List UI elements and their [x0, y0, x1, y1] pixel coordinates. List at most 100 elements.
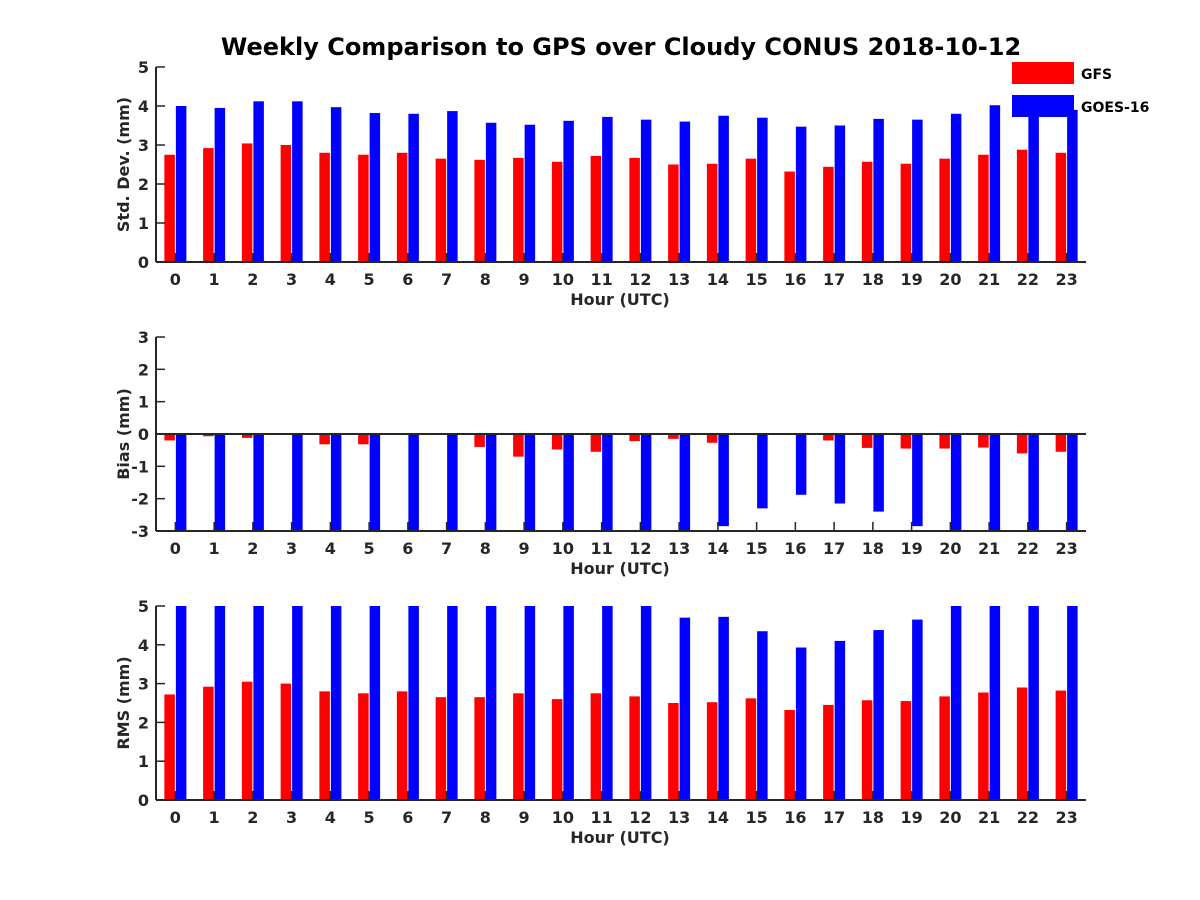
bar-goes16-hour-6: [408, 434, 419, 531]
bar-gfs-hour-4: [319, 152, 330, 262]
x-tick-label: 14: [707, 539, 729, 558]
bar-goes16-hour-7: [447, 606, 458, 800]
bar-gfs-hour-2: [241, 434, 253, 438]
bar-gfs-hour-8: [474, 159, 485, 262]
bar-gfs-hour-9: [513, 693, 524, 800]
bar-gfs-hour-18: [861, 700, 873, 800]
x-tick-label: 18: [862, 539, 884, 558]
bar-goes16-hour-11: [602, 606, 613, 800]
bar-goes16-hour-8: [485, 122, 497, 263]
y-tick-label: 5: [138, 58, 149, 77]
x-tick-label: 0: [170, 539, 181, 558]
bar-gfs-hour-9: [513, 157, 524, 262]
bar-gfs-hour-7: [435, 697, 447, 800]
y-tick-label: 2: [138, 175, 149, 194]
bar-gfs-hour-21: [978, 154, 989, 262]
bar-goes16-hour-20: [950, 434, 962, 531]
x-tick-label: 10: [552, 808, 574, 827]
x-tick-label: 15: [745, 539, 767, 558]
bar-gfs-hour-6: [396, 152, 408, 262]
bar-goes16-hour-10: [563, 606, 574, 800]
x-tick-label: 15: [745, 808, 767, 827]
bar-gfs-hour-22: [1016, 149, 1028, 262]
bar-gfs-hour-18: [861, 434, 873, 448]
x-tick-label: 1: [209, 270, 220, 289]
bar-gfs-hour-11: [590, 434, 602, 452]
bar-gfs-hour-5: [358, 434, 369, 445]
chart-title: Weekly Comparison to GPS over Cloudy CON…: [221, 33, 1021, 61]
bar-gfs-hour-23: [1055, 690, 1067, 800]
x-tick-label: 3: [286, 270, 297, 289]
bar-gfs-hour-2: [241, 681, 253, 800]
bar-gfs-hour-7: [435, 158, 447, 262]
bar-gfs-hour-17: [823, 166, 834, 262]
x-tick-label: 8: [480, 808, 491, 827]
bar-goes16-hour-17: [834, 125, 846, 262]
bar-goes16-hour-23: [1067, 434, 1078, 531]
bar-gfs-hour-20: [939, 434, 950, 449]
bar-goes16-hour-0: [175, 106, 187, 262]
bar-goes16-hour-19: [912, 619, 923, 800]
bar-goes16-hour-22: [1028, 434, 1039, 531]
bar-goes16-hour-12: [640, 119, 652, 263]
bar-gfs-hour-10: [551, 699, 563, 800]
bar-gfs-hour-1: [203, 434, 214, 437]
bar-goes16-hour-16: [795, 434, 807, 495]
x-tick-label: 9: [519, 808, 530, 827]
x-tick-label: 21: [978, 808, 1000, 827]
x-tick-label: 22: [1017, 270, 1039, 289]
x-tick-label: 23: [1055, 539, 1077, 558]
x-tick-label: 12: [629, 808, 651, 827]
y-tick-label: -1: [131, 457, 149, 476]
x-tick-label: 23: [1055, 270, 1077, 289]
bar-gfs-hour-0: [164, 434, 175, 441]
x-tick-label: 14: [707, 808, 729, 827]
bar-goes16-hour-5: [369, 434, 381, 531]
bar-goes16-hour-21: [989, 434, 1001, 531]
bar-gfs-hour-8: [474, 434, 485, 447]
x-tick-label: 11: [590, 270, 612, 289]
y-tick-label: 1: [138, 393, 149, 412]
bar-goes16-hour-14: [718, 616, 729, 800]
x-tick-label: 4: [325, 539, 336, 558]
x-tick-label: 1: [209, 539, 220, 558]
x-tick-label: 10: [552, 270, 574, 289]
y-tick-label: 4: [138, 97, 149, 116]
x-tick-label: 13: [668, 270, 690, 289]
bar-goes16-hour-15: [757, 631, 768, 800]
x-tick-label: 3: [286, 808, 297, 827]
bar-gfs-hour-14: [706, 434, 718, 443]
x-tick-label: 0: [170, 808, 181, 827]
bar-goes16-hour-9: [524, 124, 536, 262]
bar-gfs-hour-19: [900, 163, 912, 262]
bar-goes16-hour-23: [1067, 109, 1078, 263]
y-tick-label: 3: [138, 328, 149, 347]
bar-gfs-hour-8: [474, 697, 485, 800]
bar-goes16-hour-6: [408, 113, 419, 262]
y-tick-label: 5: [138, 597, 149, 616]
bar-goes16-hour-2: [253, 606, 264, 800]
bar-goes16-hour-3: [292, 606, 303, 800]
bar-goes16-hour-13: [679, 121, 691, 262]
bar-goes16-hour-8: [485, 606, 497, 800]
bar-gfs-hour-14: [706, 163, 718, 262]
bar-gfs-hour-5: [358, 154, 369, 262]
x-tick-label: 17: [823, 539, 845, 558]
bar-gfs-hour-19: [900, 434, 912, 449]
x-tick-label: 4: [325, 270, 336, 289]
legend-label-gfs: GFS: [1081, 67, 1112, 83]
bar-goes16-hour-21: [989, 105, 1001, 262]
bar-goes16-hour-13: [679, 434, 691, 531]
legend-swatch-gfs: [1012, 62, 1074, 84]
bar-goes16-hour-12: [640, 606, 652, 800]
bar-gfs-hour-3: [280, 145, 292, 262]
x-tick-label: 15: [745, 270, 767, 289]
bar-goes16-hour-23: [1067, 606, 1078, 800]
bar-goes16-hour-7: [447, 111, 458, 262]
bar-gfs-hour-16: [784, 171, 795, 262]
bar-gfs-hour-16: [784, 709, 795, 800]
y-tick-label: 3: [138, 675, 149, 694]
